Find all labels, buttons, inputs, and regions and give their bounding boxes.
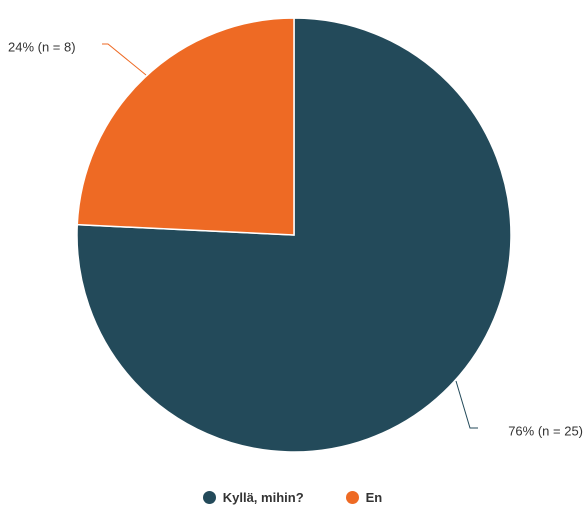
pie-slice-1[interactable] [76,17,295,236]
legend-label-en: En [365,489,383,505]
slice-label-0: 76% (n = 25) [508,423,583,438]
legend-swatch-en [345,490,359,504]
leader-line-0 [455,380,478,429]
legend-label-kylla: Kyllä, mihin? [222,489,304,505]
legend-swatch-kylla [202,490,216,504]
slice-label-1: 24% (n = 8) [8,39,76,54]
chart-legend: Kyllä, mihin? En [0,486,585,508]
leader-line-1 [102,43,147,76]
pie-chart-plot: 76% (n = 25) 24% (n = 8) [8,17,583,453]
legend-item-en[interactable]: En [345,489,383,505]
legend-item-kylla[interactable]: Kyllä, mihin? [202,489,304,505]
